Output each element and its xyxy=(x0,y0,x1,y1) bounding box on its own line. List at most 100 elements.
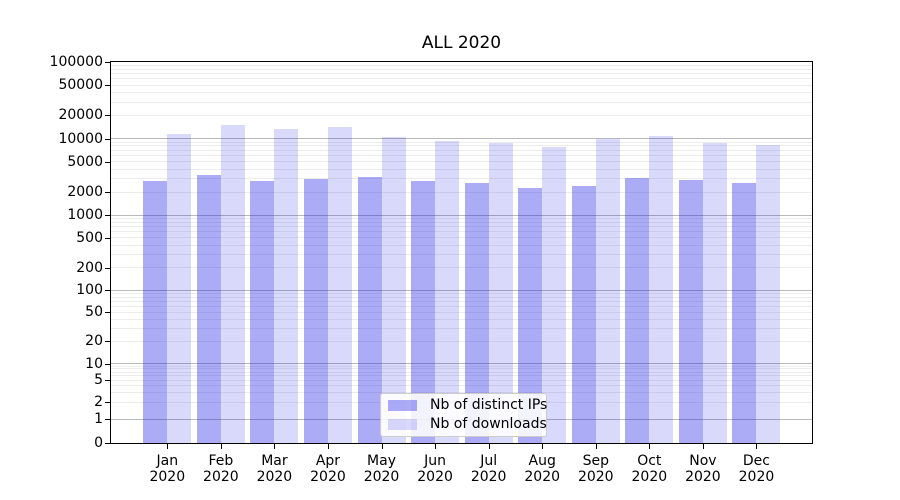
y-axis-tick xyxy=(105,312,110,314)
y-tick-label: 5 xyxy=(94,372,103,389)
bar-downloads xyxy=(435,141,460,443)
x-tick-label: Jan 2020 xyxy=(149,453,186,485)
legend-item: Nb of downloads xyxy=(388,417,547,432)
minor-gridline xyxy=(111,218,812,220)
y-tick-label: 20000 xyxy=(58,107,103,124)
minor-gridline xyxy=(111,149,812,151)
bar-distinct-ips xyxy=(196,175,221,443)
y-tick-label: 100000 xyxy=(49,54,103,70)
plot-area: Nb of distinct IPs Nb of downloads xyxy=(110,61,813,444)
bar-downloads xyxy=(274,129,299,443)
legend-label: Nb of downloads xyxy=(430,416,547,432)
bar-distinct-ips xyxy=(357,176,382,443)
minor-gridline xyxy=(111,78,812,80)
minor-gridline xyxy=(111,305,812,307)
y-axis-tick xyxy=(105,402,110,404)
y-axis-tick xyxy=(105,215,110,217)
y-tick-label: 500 xyxy=(76,229,103,246)
minor-gridline xyxy=(111,178,812,180)
legend-swatch xyxy=(388,400,417,411)
x-axis-tick xyxy=(435,444,437,449)
x-axis-tick xyxy=(649,444,651,449)
major-gridline xyxy=(111,363,812,364)
legend: Nb of distinct IPs Nb of downloads xyxy=(380,393,547,437)
bar-downloads xyxy=(702,143,727,443)
y-axis-tick xyxy=(105,62,110,63)
y-axis-tick xyxy=(105,363,110,365)
minor-gridline xyxy=(111,101,812,103)
minor-gridline xyxy=(111,65,812,66)
minor-gridline xyxy=(111,141,812,143)
bar-downloads xyxy=(327,126,352,443)
y-tick-label: 200 xyxy=(76,259,103,276)
bar-distinct-ips xyxy=(571,186,596,443)
x-tick-label: Oct 2020 xyxy=(631,453,668,485)
y-axis-tick xyxy=(105,85,110,87)
bar-downloads xyxy=(595,138,620,443)
x-axis-tick xyxy=(702,444,704,449)
minor-gridline xyxy=(111,244,812,246)
minor-gridline xyxy=(111,375,812,377)
bar-downloads xyxy=(649,135,674,443)
bar-downloads xyxy=(756,145,781,443)
y-tick-label: 50000 xyxy=(58,77,103,94)
y-tick-label: 2 xyxy=(94,394,103,411)
major-gridline xyxy=(111,138,812,139)
x-tick-label: Nov 2020 xyxy=(685,453,721,485)
y-tick-label: 0 xyxy=(94,435,103,451)
y-tick-label: 100 xyxy=(76,282,103,298)
x-tick-label: Dec 2020 xyxy=(738,453,775,485)
x-axis-tick xyxy=(756,444,758,449)
minor-gridline xyxy=(111,73,812,75)
bar-distinct-ips xyxy=(250,180,275,443)
minor-gridline xyxy=(111,318,812,320)
minor-gridline xyxy=(111,379,812,381)
minor-gridline xyxy=(111,222,812,224)
y-axis-tick xyxy=(105,115,110,117)
bar-distinct-ips xyxy=(625,178,650,443)
bar-downloads xyxy=(381,136,406,443)
bar-downloads xyxy=(167,134,192,443)
y-axis-tick xyxy=(105,138,110,140)
minor-gridline xyxy=(111,84,812,86)
minor-gridline xyxy=(111,253,812,255)
minor-gridline xyxy=(111,267,812,268)
y-axis-tick xyxy=(105,341,110,343)
bar-distinct-ips xyxy=(678,179,703,443)
minor-gridline xyxy=(111,191,812,193)
y-tick-label: 10 xyxy=(85,355,103,372)
minor-gridline xyxy=(111,91,812,93)
chart-title: ALL 2020 xyxy=(421,33,502,53)
minor-gridline xyxy=(111,371,812,373)
x-axis-tick xyxy=(167,444,169,449)
major-gridline xyxy=(111,289,812,291)
y-axis-tick xyxy=(105,380,110,382)
minor-gridline xyxy=(111,226,812,228)
y-axis-tick xyxy=(105,290,110,291)
y-axis-tick xyxy=(105,237,110,239)
minor-gridline xyxy=(111,68,812,70)
minor-gridline xyxy=(111,168,812,170)
x-axis-tick xyxy=(274,444,276,449)
minor-gridline xyxy=(111,368,812,370)
minor-gridline xyxy=(111,392,812,394)
x-tick-label: Feb 2020 xyxy=(203,453,239,485)
minor-gridline xyxy=(111,300,812,302)
y-tick-label: 2000 xyxy=(67,184,103,201)
x-axis-tick xyxy=(488,444,490,449)
minor-gridline xyxy=(111,145,812,147)
x-tick-label: Sep 2020 xyxy=(577,453,614,485)
x-axis-tick xyxy=(327,444,329,449)
x-tick-label: Jul 2020 xyxy=(470,453,507,485)
y-axis-tick xyxy=(105,419,110,420)
minor-gridline xyxy=(111,385,812,387)
minor-gridline xyxy=(111,340,812,342)
minor-gridline xyxy=(111,327,812,329)
x-tick-label: May 2020 xyxy=(363,453,400,485)
minor-gridline xyxy=(111,292,812,294)
y-tick-label: 10000 xyxy=(58,130,103,147)
legend-item: Nb of distinct IPs xyxy=(388,398,547,413)
bar-downloads xyxy=(220,124,245,443)
x-tick-label: Apr 2020 xyxy=(310,453,346,485)
